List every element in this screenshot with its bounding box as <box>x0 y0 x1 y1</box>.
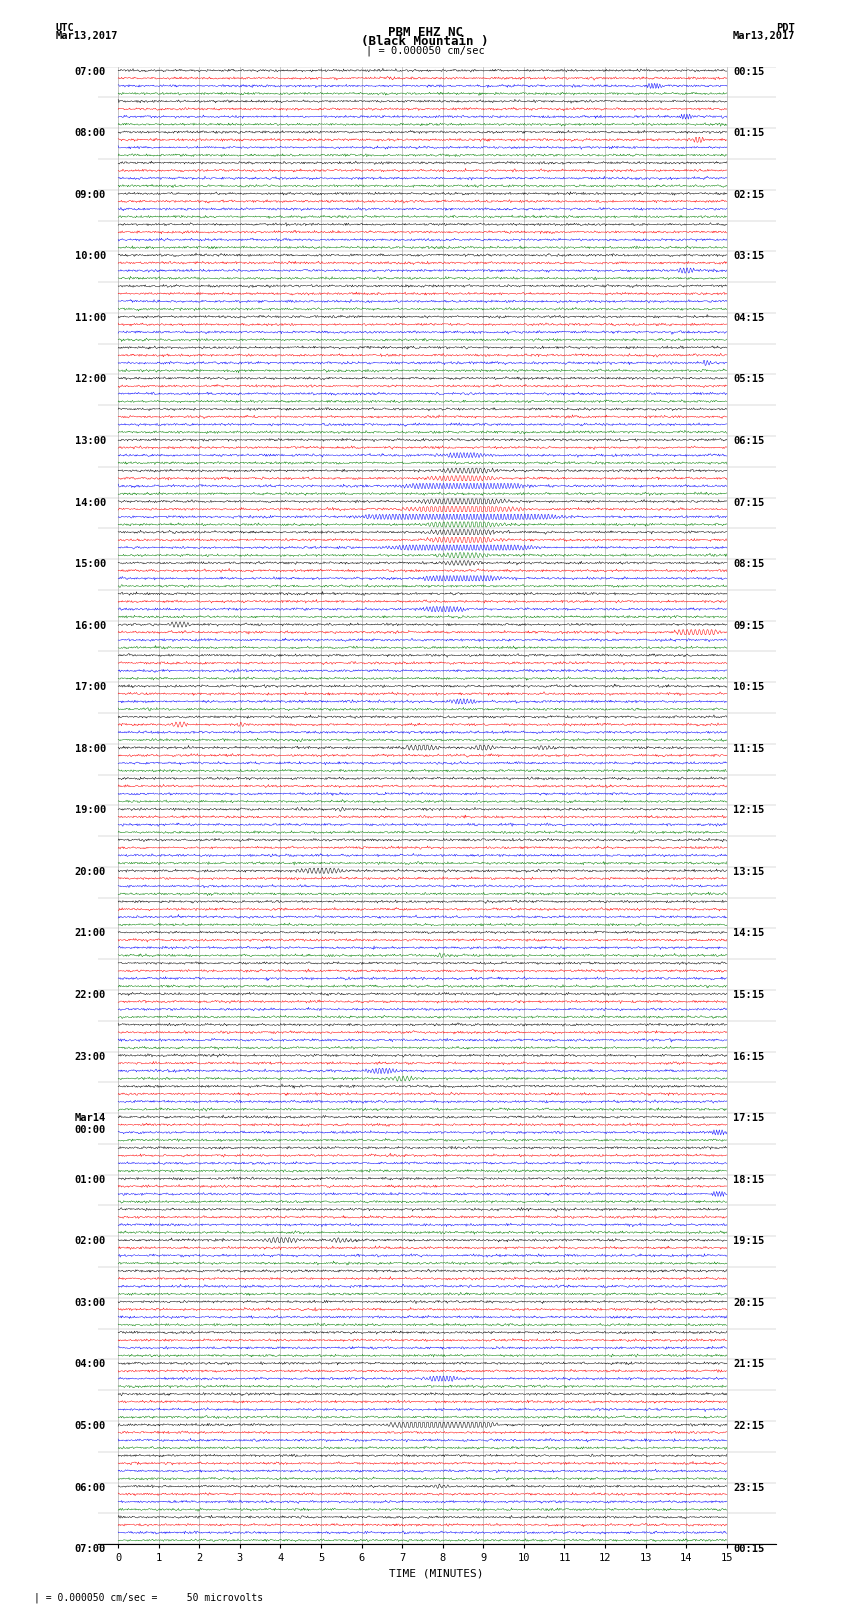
Text: PDT: PDT <box>776 23 795 32</box>
Text: 08:15: 08:15 <box>733 560 764 569</box>
Text: 03:00: 03:00 <box>75 1298 106 1308</box>
Text: 02:15: 02:15 <box>733 190 764 200</box>
Text: 18:00: 18:00 <box>75 744 106 753</box>
Text: 07:00: 07:00 <box>75 66 106 76</box>
Text: UTC: UTC <box>55 23 74 32</box>
Text: 18:15: 18:15 <box>733 1174 764 1184</box>
Text: 00:15: 00:15 <box>733 1544 764 1553</box>
Text: 16:15: 16:15 <box>733 1052 764 1061</box>
Text: 23:00: 23:00 <box>75 1052 106 1061</box>
Text: PBM EHZ NC: PBM EHZ NC <box>388 26 462 39</box>
Text: 06:15: 06:15 <box>733 436 764 445</box>
Text: 06:00: 06:00 <box>75 1482 106 1492</box>
Text: 10:15: 10:15 <box>733 682 764 692</box>
Text: 15:00: 15:00 <box>75 560 106 569</box>
Text: 13:15: 13:15 <box>733 866 764 877</box>
Text: | = 0.000050 cm/sec =     50 microvolts: | = 0.000050 cm/sec = 50 microvolts <box>34 1592 264 1603</box>
Text: 21:00: 21:00 <box>75 929 106 939</box>
Text: 01:15: 01:15 <box>733 127 764 139</box>
Text: 19:00: 19:00 <box>75 805 106 815</box>
Text: 13:00: 13:00 <box>75 436 106 445</box>
Text: 07:15: 07:15 <box>733 497 764 508</box>
Text: 03:15: 03:15 <box>733 252 764 261</box>
Text: 05:00: 05:00 <box>75 1421 106 1431</box>
Text: 09:15: 09:15 <box>733 621 764 631</box>
Text: 21:15: 21:15 <box>733 1360 764 1369</box>
Text: 20:15: 20:15 <box>733 1298 764 1308</box>
Text: 04:15: 04:15 <box>733 313 764 323</box>
Text: 14:15: 14:15 <box>733 929 764 939</box>
Text: Mar14
00:00: Mar14 00:00 <box>75 1113 106 1134</box>
Text: 16:00: 16:00 <box>75 621 106 631</box>
Text: Mar13,2017: Mar13,2017 <box>55 31 118 40</box>
Text: Mar13,2017: Mar13,2017 <box>732 31 795 40</box>
Text: 01:00: 01:00 <box>75 1174 106 1184</box>
Text: 11:00: 11:00 <box>75 313 106 323</box>
Text: 12:00: 12:00 <box>75 374 106 384</box>
Text: 09:00: 09:00 <box>75 190 106 200</box>
Text: 00:15: 00:15 <box>733 66 764 76</box>
Text: 20:00: 20:00 <box>75 866 106 877</box>
Text: 19:15: 19:15 <box>733 1236 764 1247</box>
Text: 04:00: 04:00 <box>75 1360 106 1369</box>
Text: 12:15: 12:15 <box>733 805 764 815</box>
Text: | = 0.000050 cm/sec: | = 0.000050 cm/sec <box>366 45 484 56</box>
Text: 07:00: 07:00 <box>75 1544 106 1553</box>
X-axis label: TIME (MINUTES): TIME (MINUTES) <box>389 1569 484 1579</box>
Text: 23:15: 23:15 <box>733 1482 764 1492</box>
Text: 08:00: 08:00 <box>75 127 106 139</box>
Text: 22:15: 22:15 <box>733 1421 764 1431</box>
Text: 17:15: 17:15 <box>733 1113 764 1123</box>
Text: 10:00: 10:00 <box>75 252 106 261</box>
Text: 05:15: 05:15 <box>733 374 764 384</box>
Text: 02:00: 02:00 <box>75 1236 106 1247</box>
Text: 15:15: 15:15 <box>733 990 764 1000</box>
Text: 14:00: 14:00 <box>75 497 106 508</box>
Text: 11:15: 11:15 <box>733 744 764 753</box>
Text: 22:00: 22:00 <box>75 990 106 1000</box>
Text: (Black Mountain ): (Black Mountain ) <box>361 35 489 48</box>
Text: 17:00: 17:00 <box>75 682 106 692</box>
